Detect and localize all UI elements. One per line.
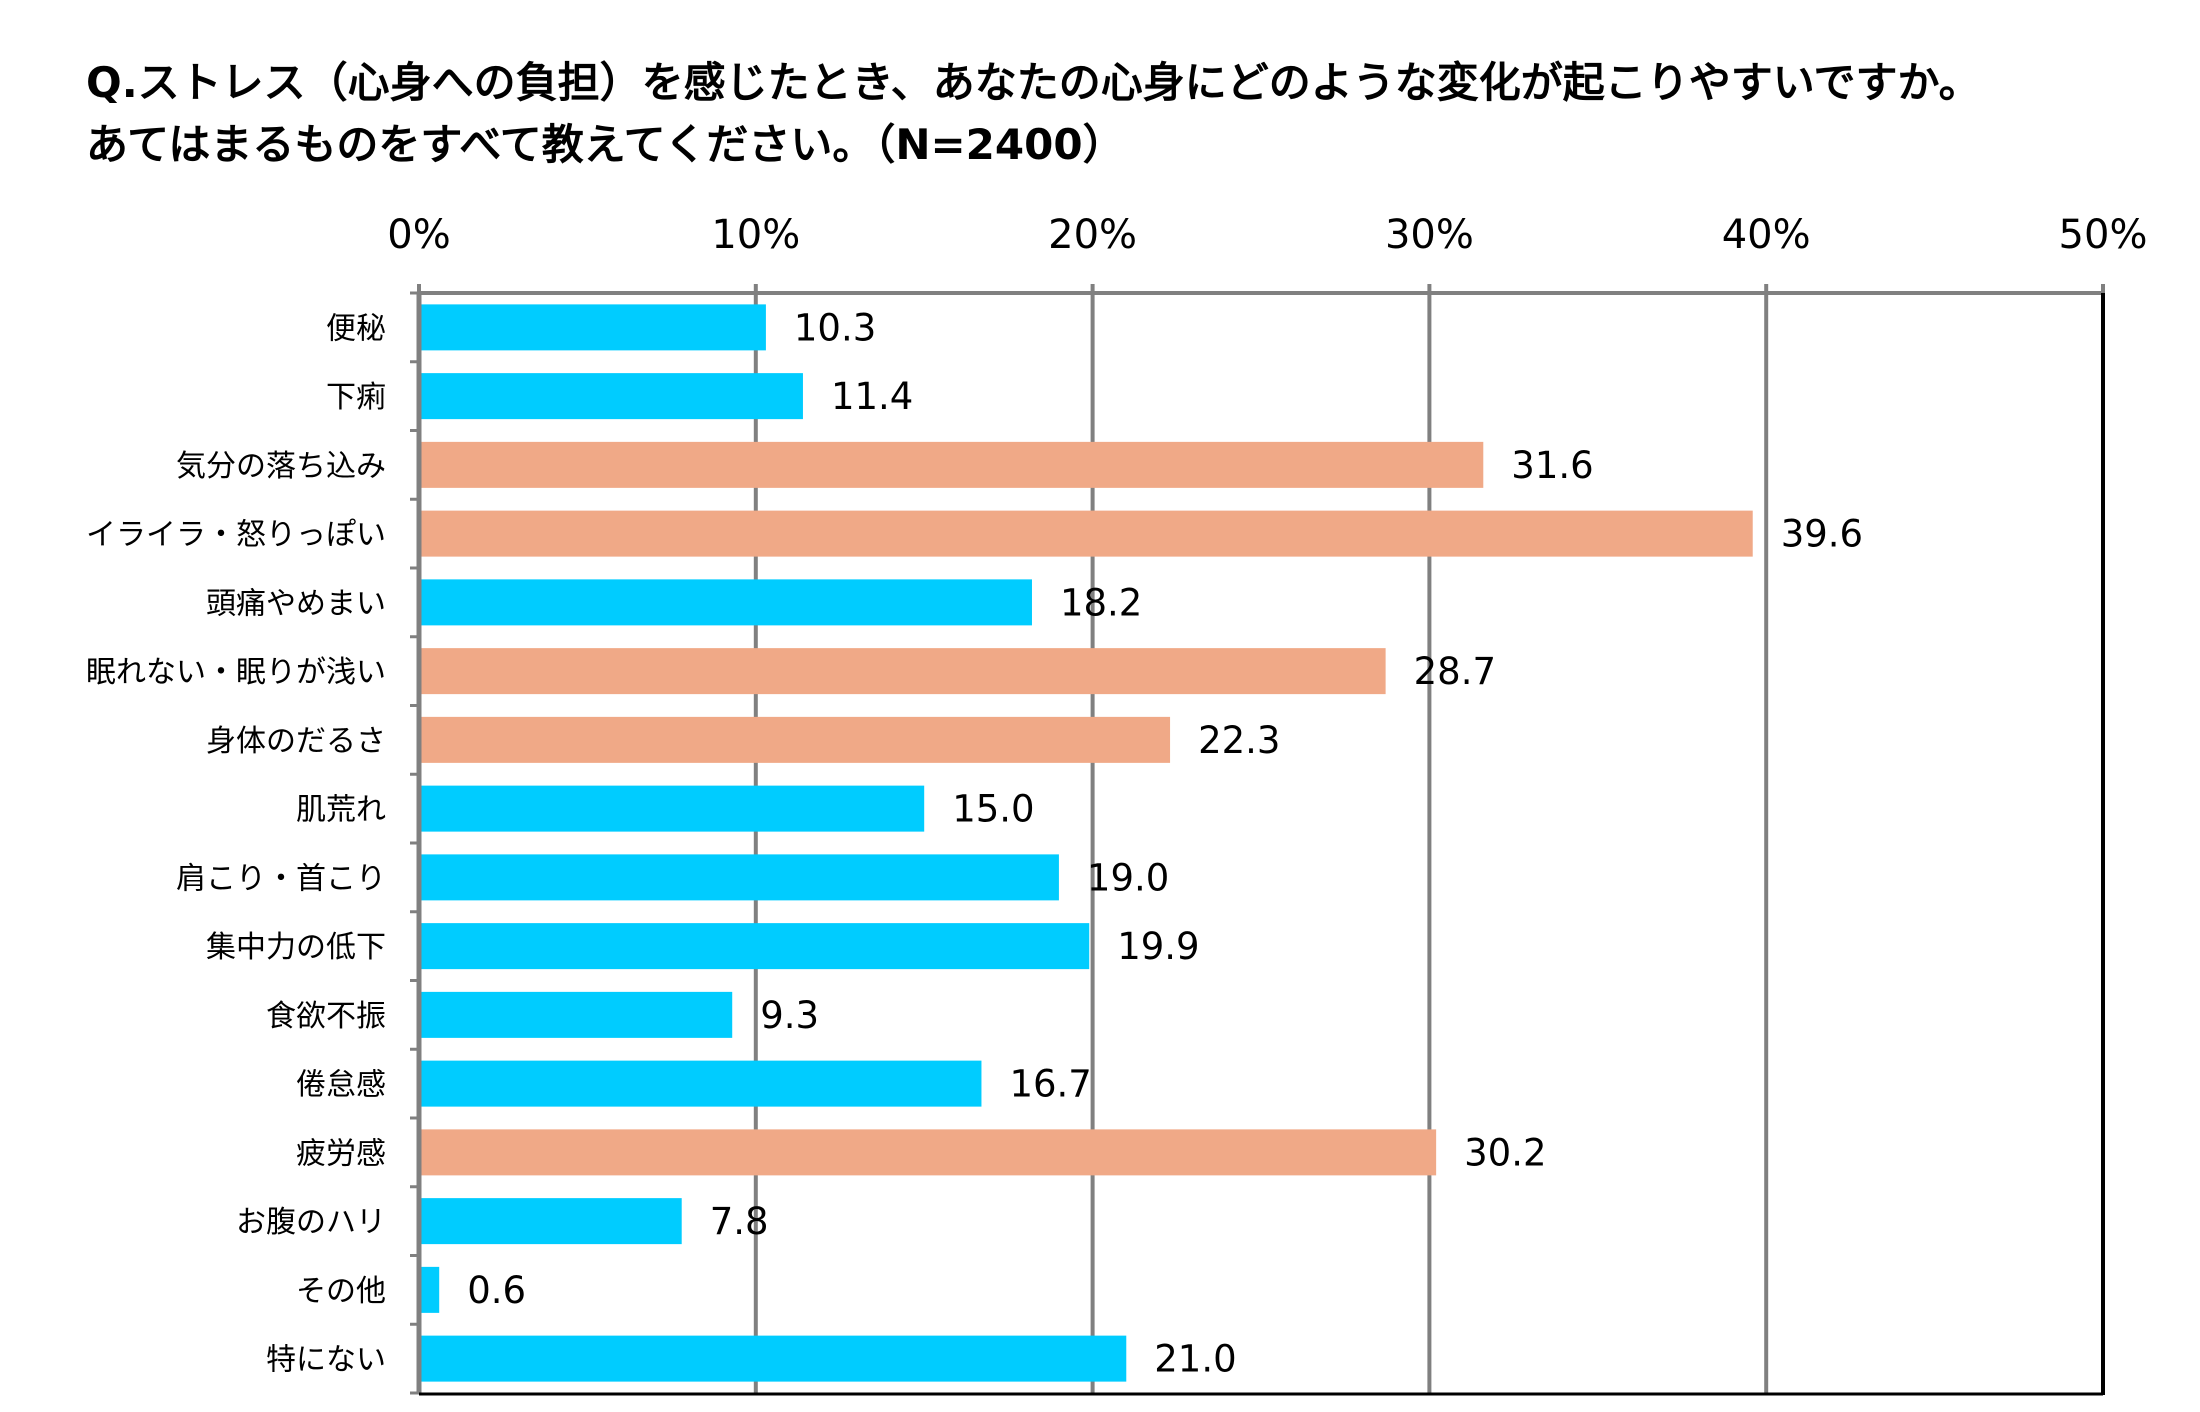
value-label-13: 30.2 <box>1464 1131 1546 1174</box>
value-label-14: 7.8 <box>710 1200 769 1243</box>
x-tick-label-20: 20% <box>1048 212 1137 258</box>
chart-title: Q.ストレス（心身への負担）を感じたとき、あなたの心身にどのような変化が起こりや… <box>86 52 2186 176</box>
category-label-7: 身体のだるさ <box>206 724 386 759</box>
category-label-12: 倦怠感 <box>296 1068 386 1103</box>
x-tick-label-10: 10% <box>711 212 800 258</box>
category-label-2: 下痢 <box>326 380 386 415</box>
category-label-16: 特にない <box>266 1343 386 1378</box>
bar-11 <box>419 991 733 1038</box>
x-tick-label-0: 0% <box>387 212 450 258</box>
bar-13 <box>419 1129 1437 1176</box>
value-label-6: 28.7 <box>1414 650 1496 693</box>
value-label-5: 18.2 <box>1060 581 1142 624</box>
value-label-12: 16.7 <box>1009 1063 1091 1106</box>
bar-15 <box>419 1266 440 1313</box>
value-label-4: 39.6 <box>1781 513 1863 556</box>
bar-3 <box>419 441 1484 488</box>
category-label-13: 疲労感 <box>296 1136 386 1171</box>
bar-12 <box>419 1060 982 1107</box>
category-label-14: お腹のハリ <box>236 1205 386 1240</box>
labels: 0% 10% 20% 30% 40% 50% 便秘 10.3 下痢 11.4 気分の落ち込み 31.6… <box>86 212 2147 1381</box>
value-label-11: 9.3 <box>760 994 819 1037</box>
axes <box>410 284 2105 1396</box>
chart-title-line-1: Q.ストレス（心身への負担）を感じたとき、あなたの心身にどのような変化が起こりや… <box>86 58 1981 107</box>
category-label-5: 頭痛やめまい <box>206 586 386 621</box>
category-label-11: 食欲不振 <box>266 999 386 1034</box>
bar-2 <box>419 373 803 420</box>
bar-1 <box>419 304 766 351</box>
x-tick-label-50: 50% <box>2059 212 2148 258</box>
bar-7 <box>419 716 1171 763</box>
bar-16 <box>419 1335 1127 1382</box>
bars <box>419 304 1753 1382</box>
bar-8 <box>419 785 925 832</box>
chart-title-line-2: あてはまるものをすべて教えてください。（N=2400） <box>86 120 1125 169</box>
bar-14 <box>419 1198 682 1245</box>
value-label-7: 22.3 <box>1198 719 1280 762</box>
value-label-9: 19.0 <box>1087 856 1169 899</box>
category-label-9: 肩こり・首こり <box>176 861 386 896</box>
value-label-2: 11.4 <box>831 375 913 418</box>
bar-10 <box>419 923 1090 970</box>
bar-5 <box>419 579 1032 626</box>
bar-6 <box>419 648 1386 695</box>
category-label-15: その他 <box>296 1274 386 1309</box>
category-label-8: 肌荒れ <box>296 793 386 828</box>
bar-9 <box>419 854 1059 901</box>
category-label-10: 集中力の低下 <box>206 930 386 965</box>
x-tick-label-30: 30% <box>1385 212 1474 258</box>
value-label-16: 21.0 <box>1154 1338 1236 1381</box>
bar-4 <box>419 510 1753 557</box>
value-label-3: 31.6 <box>1511 444 1593 487</box>
category-label-4: イライラ・怒りっぽい <box>86 518 386 553</box>
value-label-8: 15.0 <box>952 788 1034 831</box>
x-tick-label-40: 40% <box>1722 212 1811 258</box>
value-label-10: 19.9 <box>1117 925 1199 968</box>
category-label-6: 眠れない・眠りが浅い <box>86 655 386 690</box>
value-label-1: 10.3 <box>794 306 876 349</box>
category-label-1: 便秘 <box>326 311 386 346</box>
category-label-3: 気分の落ち込み <box>176 449 386 484</box>
value-label-15: 0.6 <box>467 1269 526 1312</box>
